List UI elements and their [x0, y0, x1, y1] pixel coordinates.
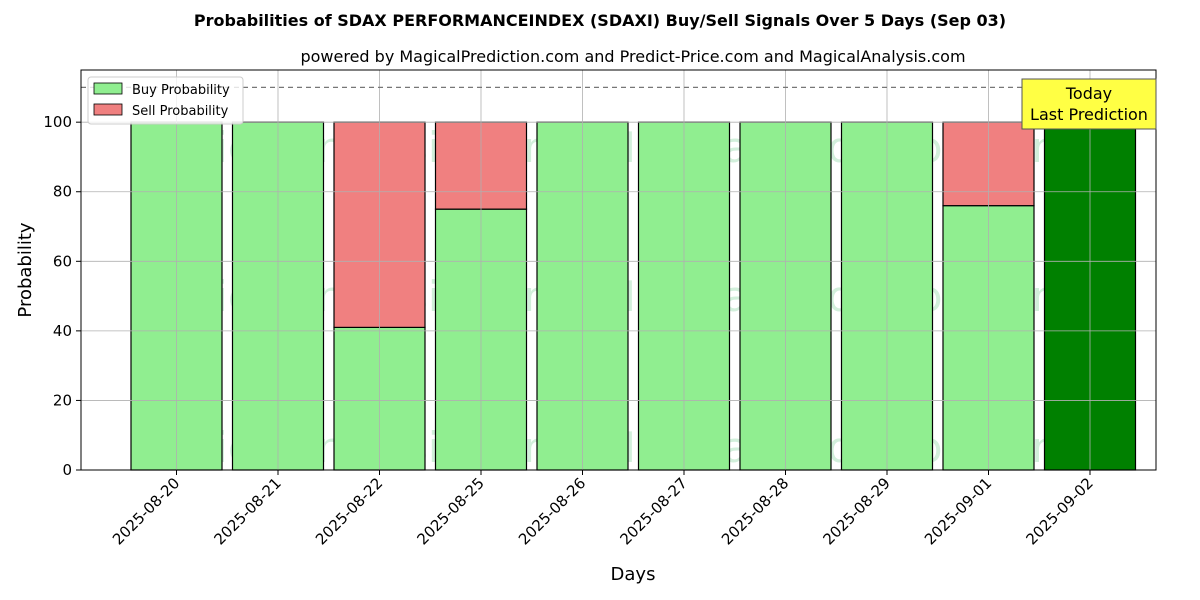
- x-tick-label: 2025-08-25: [413, 474, 487, 548]
- annotation-line-2: Last Prediction: [1030, 105, 1148, 124]
- x-tick-label: 2025-08-26: [515, 474, 589, 548]
- annotation-box: [1021, 78, 1157, 130]
- legend-label-sell: Sell Probability: [132, 104, 229, 119]
- legend-box: [87, 76, 244, 125]
- y-tick-label: 60: [53, 252, 72, 270]
- plot-frame: [80, 69, 1157, 471]
- y-tick-label: 0: [62, 461, 72, 479]
- legend-swatch-buy: [93, 82, 123, 95]
- legend: Buy Probability Sell Probability: [87, 76, 244, 125]
- x-tick-label: 2025-08-22: [312, 474, 386, 548]
- x-tick-label: 2025-09-02: [1022, 474, 1096, 548]
- annotation-line-1: Today: [1065, 84, 1112, 103]
- today-annotation: Today Last Prediction: [1021, 78, 1157, 130]
- y-tick-label: 40: [53, 322, 72, 340]
- y-tick-label: 20: [53, 391, 72, 409]
- y-axis: 0 20 40 60 80 100: [43, 113, 81, 479]
- bars-layer: [130, 121, 1137, 471]
- x-tick-label: 2025-08-20: [109, 474, 183, 548]
- chart-subtitle: powered by MagicalPrediction.com and Pre…: [300, 47, 965, 66]
- y-tick-label: 80: [53, 183, 72, 201]
- legend-label-buy: Buy Probability: [132, 83, 230, 98]
- y-tick-label: 100: [43, 113, 72, 131]
- x-tick-label: 2025-08-29: [819, 474, 893, 548]
- x-tick-label: 2025-09-01: [921, 474, 995, 548]
- x-axis-label: Days: [611, 564, 656, 585]
- legend-swatch-sell: [93, 103, 123, 116]
- x-tick-label: 2025-08-27: [616, 474, 690, 548]
- y-axis-label: Probability: [15, 222, 36, 317]
- x-axis: 2025-08-20 2025-08-21 2025-08-22 2025-08-25…: [109, 470, 1097, 548]
- chart-title: Probabilities of SDAX PERFORMANCEINDEX (…: [194, 11, 1006, 30]
- x-tick-label: 2025-08-28: [718, 474, 792, 548]
- x-tick-label: 2025-08-21: [210, 474, 284, 548]
